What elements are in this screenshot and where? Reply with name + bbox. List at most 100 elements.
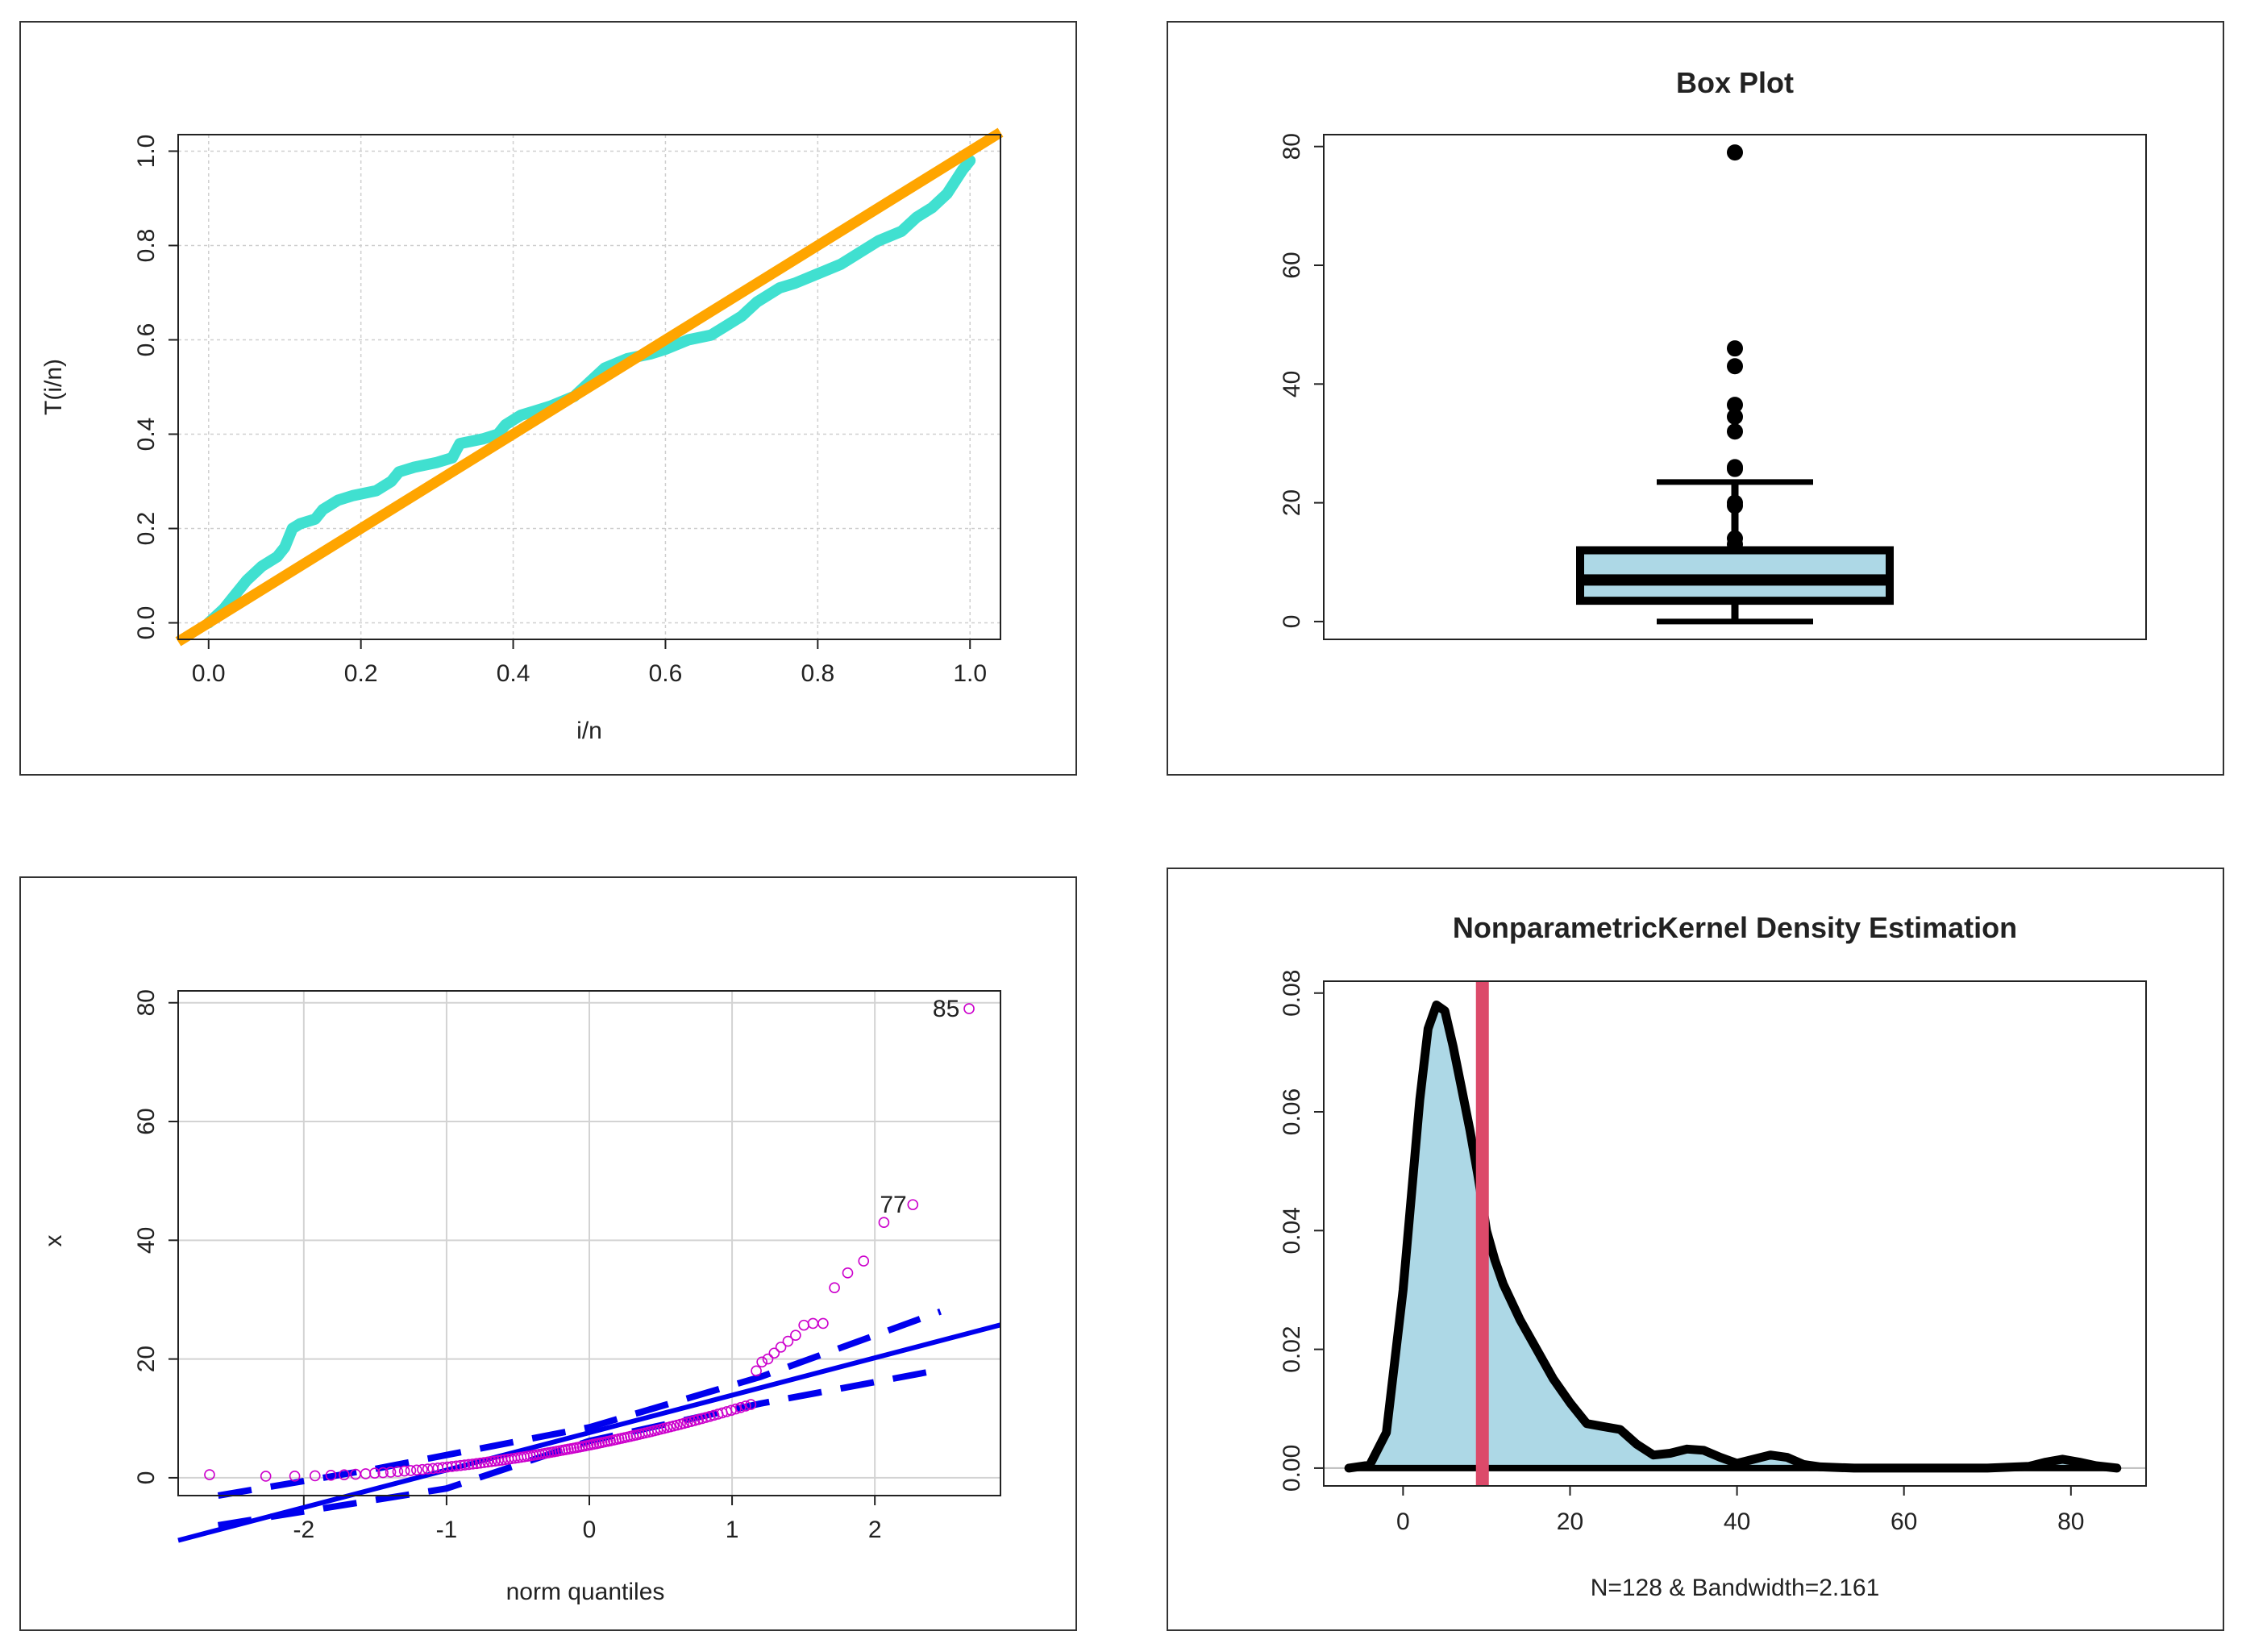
qq-plot-label-77: 77 [880,1192,906,1218]
qq-point [745,1399,757,1410]
qq-point [442,1461,453,1473]
qq-point [204,1469,215,1480]
kde-x-tick-label: 60 [1891,1508,1917,1535]
qq-point [398,1465,410,1477]
pp-x-tick-label: 1.0 [953,660,987,687]
pp-plot-frame [177,134,1001,640]
qq-point [459,1459,471,1471]
box-point [1727,423,1743,440]
kde-plot-panel: NonparametricKernel Density Estimation 0… [1167,868,2224,1631]
qq-point [451,1460,462,1472]
box-point [1727,536,1743,553]
box-y-tick-label: 60 [1279,252,1305,278]
qq-point [817,1317,829,1330]
qq-point [369,1467,381,1479]
qq-x-tick-label: -1 [436,1517,458,1543]
qq-point [878,1217,890,1229]
kde-plot-frame [1323,980,2147,1487]
qq-point [392,1466,404,1478]
qq-point [339,1469,350,1481]
qq-point [798,1319,809,1331]
pp-x-tick-label: 0.0 [192,660,226,687]
kde-x-tick-label: 20 [1557,1508,1583,1535]
pp-y-tick-label: 0.8 [133,229,160,263]
box-point [1727,459,1743,476]
pp-y-tick-label: 1.0 [133,135,160,169]
qq-x-tick-label: 0 [583,1517,597,1543]
pp-empirical-line [202,155,976,629]
kde-density-curve [1344,1001,2122,1473]
qq-y-tick-label: 80 [133,989,160,1016]
qq-y-tick-label: 0 [133,1471,160,1485]
box-plot-frame [1323,134,2147,640]
qq-point [489,1455,501,1467]
qq-plot-y-label: x [40,1235,67,1247]
box-point [1727,144,1743,161]
pp-x-tick-label: 0.2 [344,660,378,687]
qq-point [842,1267,854,1279]
box-point [1727,397,1743,414]
qq-plot-x-label: norm quantiles [506,1579,665,1605]
kde-x-tick-label: 0 [1396,1508,1410,1535]
qq-x-tick-label: 1 [726,1517,739,1543]
qq-x-tick-label: -2 [293,1517,314,1543]
qq-point [963,1003,975,1014]
pp-plot-chart: 0.0 0.2 0.4 0.6 0.8 1.0 0.0 0.2 0.4 0.6 0.8 1.0 i/… [40,127,1004,744]
qq-envelope-upper [217,1308,942,1499]
qq-point [740,1400,751,1412]
qq-point [907,1199,919,1210]
pp-reference-line [175,127,1004,647]
pp-x-tick-label: 0.8 [801,660,834,687]
kde-plot-x-label: N=128 & Bandwidth=2.161 [1591,1575,1880,1601]
pp-plot-y-label: T(i/n) [40,359,67,415]
kde-y-tick-label: 0.08 [1279,970,1305,1017]
pp-y-tick-label: 0.6 [133,323,160,357]
qq-point [446,1461,458,1472]
box-y-tick-label: 80 [1279,133,1305,160]
kde-y-tick-label: 0.04 [1279,1207,1305,1254]
qq-point [768,1347,780,1359]
pp-y-tick-label: 0.0 [133,606,160,640]
qq-point [471,1458,482,1470]
qq-point [858,1255,870,1267]
qq-plot-chart: -2 -1 0 1 2 0 20 40 60 80 85 77 norm quantiles x [40,989,1001,1605]
box-y-tick-label: 20 [1279,489,1305,516]
qq-point [704,1410,716,1422]
pp-x-tick-label: 0.6 [649,660,683,687]
kde-y-tick-label: 0.02 [1279,1325,1305,1372]
pp-plot-grid [178,135,1000,639]
box-point [1727,358,1743,375]
qq-point [730,1403,742,1415]
kde-x-tick-label: 40 [1724,1508,1750,1535]
box-point [1727,497,1743,514]
qq-point [782,1335,794,1347]
box-plot-title: Box Plot [1676,66,1794,99]
qq-x-tick-label: 2 [868,1517,882,1543]
pp-plot-x-label: i/n [576,718,602,744]
box-plot-chart: Box Plot 0 20 40 60 80 [1279,66,2147,640]
qq-point [762,1353,774,1365]
box-plot-panel: Box Plot 0 20 40 60 80 [1167,21,2224,776]
qq-point [417,1463,428,1475]
qq-point [467,1459,479,1470]
qq-point [411,1464,422,1476]
qq-point [309,1470,321,1482]
box-y-tick-label: 0 [1279,615,1305,629]
qq-plot-label-85: 85 [933,996,959,1022]
kde-y-tick-label: 0.06 [1279,1088,1305,1135]
kde-x-tick-label: 80 [2057,1508,2084,1535]
qq-point [482,1456,493,1468]
qq-y-tick-label: 40 [133,1227,160,1254]
qq-point [775,1342,787,1353]
qq-point [485,1456,497,1467]
qq-reference-line [177,1322,1001,1543]
qq-point [377,1467,389,1479]
box-point [1727,340,1743,357]
qq-point [325,1470,337,1481]
kde-plot-chart: NonparametricKernel Density Estimation 0… [1279,911,2147,1601]
qq-plot-grid [178,991,1000,1496]
qq-point [478,1457,490,1468]
pp-y-tick-label: 0.2 [133,512,160,546]
kde-area [1349,1005,2117,1468]
qq-point [829,1282,840,1294]
